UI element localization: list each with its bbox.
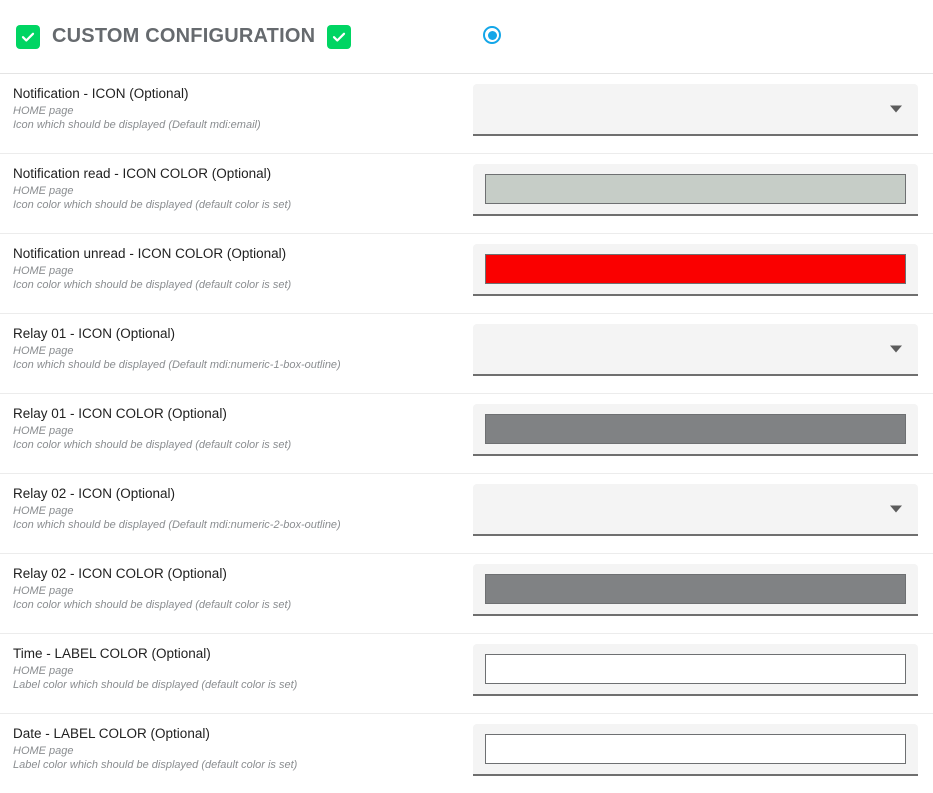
row-description-line2: Icon color which should be displayed (de… (13, 198, 292, 211)
row-description-line1: HOME page (13, 585, 74, 597)
row-title: Relay 01 - ICON (Optional) (13, 326, 176, 341)
row-description-line1: HOME page (13, 505, 74, 517)
settings-list: Notification - ICON (Optional) HOME page… (0, 74, 933, 793)
row-title: Date - LABEL COLOR (Optional) (13, 726, 210, 741)
icon-select[interactable] (473, 84, 918, 136)
radio-inner-dot (487, 30, 497, 40)
table-row: Relay 01 - ICON COLOR (Optional) HOME pa… (0, 394, 933, 474)
row-control-group (473, 714, 933, 776)
row-label-group: Date - LABEL COLOR (Optional) HOME page … (0, 714, 473, 772)
radio-selected-icon (483, 26, 501, 44)
chevron-down-icon (890, 105, 902, 113)
icon-select[interactable] (473, 484, 918, 536)
section-radio-button[interactable] (481, 24, 505, 48)
row-description-line1: HOME page (13, 745, 74, 757)
row-title: Time - LABEL COLOR (Optional) (13, 646, 211, 661)
page-title: CUSTOM CONFIGURATION (52, 25, 316, 47)
row-control-group (473, 314, 933, 376)
row-control-group (473, 474, 933, 536)
color-field[interactable] (473, 564, 918, 616)
color-field[interactable] (473, 404, 918, 456)
row-description-line1: HOME page (13, 105, 74, 117)
table-row: Relay 02 - ICON COLOR (Optional) HOME pa… (0, 554, 933, 634)
row-description-line2: Icon which should be displayed (Default … (13, 358, 341, 371)
row-control-group (473, 394, 933, 456)
row-description-line2: Icon which should be displayed (Default … (13, 518, 341, 531)
row-label-group: Time - LABEL COLOR (Optional) HOME page … (0, 634, 473, 692)
row-label-group: Relay 02 - ICON (Optional) HOME page Ico… (0, 474, 473, 532)
row-description-line2: Icon color which should be displayed (de… (13, 438, 292, 451)
row-control-group (473, 234, 933, 296)
chevron-down-icon (890, 345, 902, 353)
section-enable-checkbox-right[interactable] (327, 24, 352, 49)
row-description-line2: Icon which should be displayed (Default … (13, 118, 261, 131)
color-swatch[interactable] (485, 174, 906, 204)
color-field[interactable] (473, 164, 918, 216)
row-title: Notification - ICON (Optional) (13, 86, 189, 101)
row-label-group: Relay 02 - ICON COLOR (Optional) HOME pa… (0, 554, 473, 612)
table-row: Relay 01 - ICON (Optional) HOME page Ico… (0, 314, 933, 394)
row-label-group: Notification read - ICON COLOR (Optional… (0, 154, 473, 212)
color-swatch[interactable] (485, 254, 906, 284)
color-swatch[interactable] (485, 734, 906, 764)
row-label-group: Notification - ICON (Optional) HOME page… (0, 74, 473, 132)
row-control-group (473, 154, 933, 216)
section-enable-checkbox-left[interactable] (16, 24, 40, 49)
color-swatch[interactable] (485, 574, 906, 604)
color-field[interactable] (473, 644, 918, 696)
row-description-line1: HOME page (13, 345, 74, 357)
row-description-line1: HOME page (13, 265, 74, 277)
row-description-line1: HOME page (13, 185, 74, 197)
row-title: Notification read - ICON COLOR (Optional… (13, 166, 272, 181)
table-row: Date - LABEL COLOR (Optional) HOME page … (0, 714, 933, 793)
row-label-group: Relay 01 - ICON (Optional) HOME page Ico… (0, 314, 473, 372)
table-row: Notification read - ICON COLOR (Optional… (0, 154, 933, 234)
row-title: Relay 01 - ICON COLOR (Optional) (13, 406, 227, 421)
section-header: CUSTOM CONFIGURATION (0, 0, 933, 74)
row-label-group: Notification unread - ICON COLOR (Option… (0, 234, 473, 292)
row-description-line2: Label color which should be displayed (d… (13, 758, 298, 771)
table-row: Relay 02 - ICON (Optional) HOME page Ico… (0, 474, 933, 554)
table-row: Time - LABEL COLOR (Optional) HOME page … (0, 634, 933, 714)
row-title: Relay 02 - ICON COLOR (Optional) (13, 566, 227, 581)
color-swatch[interactable] (485, 654, 906, 684)
row-control-group (473, 74, 933, 136)
row-label-group: Relay 01 - ICON COLOR (Optional) HOME pa… (0, 394, 473, 452)
color-field[interactable] (473, 244, 918, 296)
row-title: Notification unread - ICON COLOR (Option… (13, 246, 287, 261)
color-field[interactable] (473, 724, 918, 776)
row-control-group (473, 634, 933, 696)
row-description-line2: Label color which should be displayed (d… (13, 678, 298, 691)
row-description-line1: HOME page (13, 665, 74, 677)
table-row: Notification unread - ICON COLOR (Option… (0, 234, 933, 314)
table-row: Notification - ICON (Optional) HOME page… (0, 74, 933, 154)
color-swatch[interactable] (485, 414, 906, 444)
row-title: Relay 02 - ICON (Optional) (13, 486, 176, 501)
row-description-line1: HOME page (13, 425, 74, 437)
chevron-down-icon (890, 505, 902, 513)
row-description-line2: Icon color which should be displayed (de… (13, 278, 292, 291)
row-description-line2: Icon color which should be displayed (de… (13, 598, 292, 611)
row-control-group (473, 554, 933, 616)
icon-select[interactable] (473, 324, 918, 376)
